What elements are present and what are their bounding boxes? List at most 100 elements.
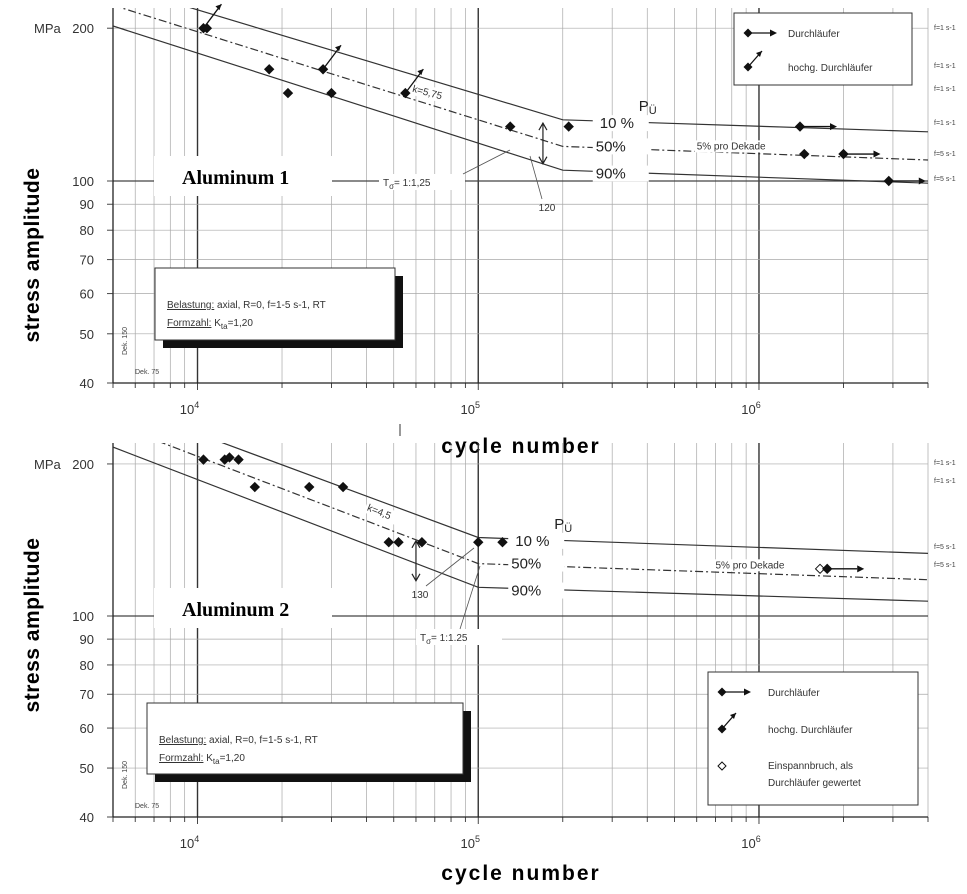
chart2-y-tick-label: 200	[72, 457, 94, 472]
chart2-x-tick-label: 106	[741, 834, 760, 851]
chart1-data-point	[838, 148, 849, 160]
chart2-freq-label: f=5 s-1	[934, 562, 956, 569]
chart1-prob-header: PÜ	[639, 98, 657, 117]
chart2-data-point	[814, 563, 826, 575]
chart2-line-p10	[221, 443, 928, 554]
chart2-legend-label: Einspannbruch, als Durchläufer gewertet	[768, 761, 861, 789]
chart2-data-point	[383, 536, 394, 548]
chart1-info-box	[154, 267, 396, 341]
chart2-legend-label: hochg. Durchläufer	[768, 725, 853, 736]
chart1-name-label: Aluminum 1	[182, 167, 289, 189]
chart1-freq-label: f=1 s-1	[934, 63, 956, 70]
chart2-knee-label: 130	[412, 590, 429, 601]
chart2-y-tick-label: 80	[80, 658, 94, 673]
chart1-increased-arrowhead	[417, 69, 424, 76]
chart2-pro-dekade-bg	[713, 559, 784, 572]
chart1-data-point	[563, 121, 574, 132]
chart1-y-unit: MPa	[34, 21, 62, 36]
chart2-data-point	[249, 481, 261, 493]
chart2-legend-box	[707, 671, 919, 806]
chart2-info-box	[146, 702, 464, 775]
chart2-info-line1: Belastung: axial, R=0, f=1-5 s-1, RT	[159, 735, 318, 746]
chart2-slope-label: k=4,5	[365, 503, 392, 523]
chart1-freq-label: f=1 s-1	[934, 86, 956, 93]
chart1-knee-leader	[529, 155, 543, 200]
chart1-y-tick-label: 100	[72, 174, 94, 189]
chart1-tsigma-leader	[462, 149, 511, 175]
chart2-pro-dekade-label: 5% pro Dekade	[715, 560, 784, 571]
chart1-grid	[112, 8, 929, 384]
chart2-data-point	[198, 454, 209, 465]
chart1-y-tick-label: 50	[80, 327, 94, 342]
chart1-pct-label-bg	[592, 115, 649, 132]
chart1-corner-label: Dek. 150	[122, 327, 129, 355]
chart2-y-tick-label: 100	[72, 609, 94, 624]
chart2-tsigma-label: Tσ= 1:1.25	[420, 633, 468, 646]
chart1-info-line1: Belastung: axial, R=0, f=1-5 s-1, RT	[167, 300, 326, 311]
chart2-slope-bg	[363, 500, 404, 527]
chart1-y-tick-label: 90	[80, 197, 94, 212]
chart1-pct-label: 50%	[596, 138, 626, 155]
chart2-knee-leader	[425, 547, 475, 587]
chart1-freq-label: f=5 s-1	[934, 151, 956, 158]
chart2-pct-label: 10 %	[515, 533, 549, 550]
chart2-info-line2: Formzahl: Kta=1,20	[159, 753, 245, 766]
chart2-pct-label-bg	[508, 582, 565, 599]
chart1-line-p90	[113, 25, 928, 184]
chart1-legend-arrowhead	[770, 29, 777, 37]
chart2-corner-label: Dek. 75	[135, 803, 159, 810]
chart1-pro-dekade-bg	[694, 140, 765, 153]
chart1-increased-arrowhead	[215, 4, 222, 11]
chart1-panel: 40 50 60 70 80 90 100 200 MPa 104 105 106 stress amp…	[21, 3, 956, 458]
chart1-y-tick-label: 70	[80, 253, 94, 268]
chart2-legend-symbol	[717, 761, 727, 771]
chart1-runout-arrowhead	[830, 123, 838, 131]
chart1-y-tick-label: 200	[72, 21, 94, 36]
chart2-band-arrow-head-bottom	[411, 573, 421, 582]
chart1-band-arrow-head-top	[538, 121, 548, 131]
chart2-runout-arrowhead	[857, 565, 865, 573]
chart1-corner-label: Dek. 75	[135, 369, 159, 376]
chart1-points	[198, 3, 926, 187]
chart2-y-tick-label: 50	[80, 761, 94, 776]
chart1-legend-arrowhead	[756, 51, 762, 57]
chart1-runout-arrowhead	[873, 150, 881, 158]
chart1-pct-label-bg	[592, 138, 649, 155]
chart2-pct-label-bg	[508, 532, 565, 549]
chart1-pct-label: 90%	[596, 166, 626, 183]
chart2-name-label-bg	[154, 588, 332, 628]
chart2-pct-label: 50%	[511, 556, 541, 573]
chart2-y-tick-label: 90	[80, 632, 94, 647]
chart1-y-axis-title: stress amplitude	[21, 168, 44, 343]
chart1-runout-arrowhead	[918, 177, 926, 185]
chart1-band-arrow-head-bottom	[538, 156, 548, 165]
chart2-freq-label: f=1 s-1	[934, 460, 956, 467]
chart1-legend-label: hochg. Durchläufer	[788, 63, 873, 74]
chart2-legend-label: Durchläufer	[768, 688, 820, 699]
chart1-slope-bg	[409, 81, 450, 104]
chart2-tsigma-bg	[416, 629, 502, 645]
chart1-freq-label: f=1 s-1	[934, 25, 956, 32]
chart1-freq-label: f=1 s-1	[934, 120, 956, 127]
chart2-x-axis-title: cycle number	[441, 862, 600, 885]
chart2-legend-arrowhead	[730, 713, 736, 719]
chart2-data-point	[233, 454, 244, 465]
chart2-data-point	[224, 452, 235, 463]
chart1-x-tick-label: 105	[461, 400, 480, 417]
chart1-increased-arrowhead	[335, 45, 342, 52]
chart2-line-p90	[113, 446, 928, 602]
chart2-pct-label-bg	[508, 555, 565, 572]
chart2-y-tick-label: 60	[80, 721, 94, 736]
chart1-knee-label: 120	[539, 203, 556, 214]
chart2-x-tick-label: 105	[461, 834, 480, 851]
chart2-panel: 40 50 60 70 80 90 100 200 MPa 104 105 106 stress amp…	[21, 443, 956, 885]
chart2-y-unit: MPa	[34, 457, 62, 472]
chart1-data-point	[799, 148, 810, 160]
chart2-data-point	[473, 536, 484, 548]
chart1-data-point	[505, 121, 516, 132]
chart1-pro-dekade-label: 5% pro Dekade	[697, 141, 766, 152]
chart2-line-p50	[161, 443, 928, 581]
chart2-corner-label: Dek. 150	[122, 761, 129, 789]
chart1-info-line2: Formzahl: Kta=1,20	[167, 318, 253, 331]
chart1-pct-label: 10 %	[600, 115, 634, 132]
